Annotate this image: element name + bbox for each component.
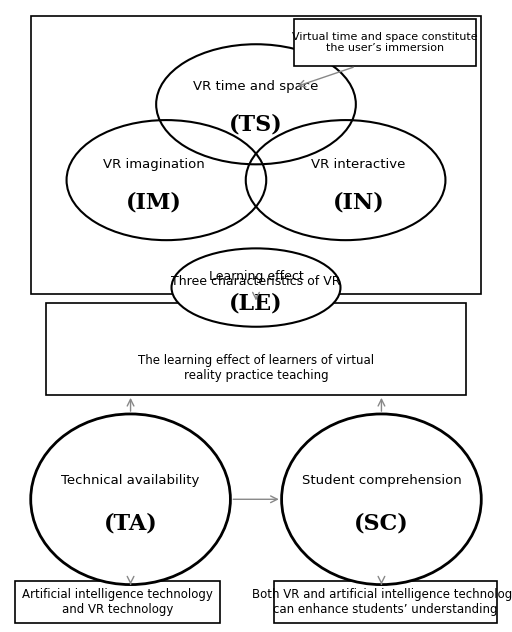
Bar <box>15 581 220 623</box>
Ellipse shape <box>31 414 230 585</box>
Text: VR interactive: VR interactive <box>311 158 406 171</box>
Text: Artificial intelligence technology
and VR technology: Artificial intelligence technology and V… <box>23 588 213 616</box>
Text: Both VR and artificial intelligence technology
can enhance students’ understandi: Both VR and artificial intelligence tech… <box>252 588 512 616</box>
Ellipse shape <box>282 414 481 585</box>
Text: Learning effect: Learning effect <box>208 270 304 283</box>
Text: (LE): (LE) <box>229 293 283 314</box>
Bar <box>31 16 481 294</box>
Text: VR imagination: VR imagination <box>103 158 204 171</box>
Text: Technical availability: Technical availability <box>61 474 200 487</box>
Text: Student comprehension: Student comprehension <box>302 474 461 487</box>
Text: (IM): (IM) <box>125 191 182 213</box>
Text: (TS): (TS) <box>229 114 283 135</box>
Bar <box>274 581 497 623</box>
Bar <box>46 303 466 395</box>
Text: The learning effect of learners of virtual
reality practice teaching: The learning effect of learners of virtu… <box>138 355 374 382</box>
Text: Virtual time and space constitute
the user’s immersion: Virtual time and space constitute the us… <box>292 32 478 54</box>
Text: VR time and space: VR time and space <box>194 80 318 93</box>
Text: (IN): (IN) <box>332 191 385 213</box>
Ellipse shape <box>172 248 340 327</box>
Text: (TA): (TA) <box>104 513 157 534</box>
Text: Three characteristics of VR: Three characteristics of VR <box>171 274 341 288</box>
Text: (SC): (SC) <box>354 513 409 534</box>
Bar <box>294 19 476 66</box>
